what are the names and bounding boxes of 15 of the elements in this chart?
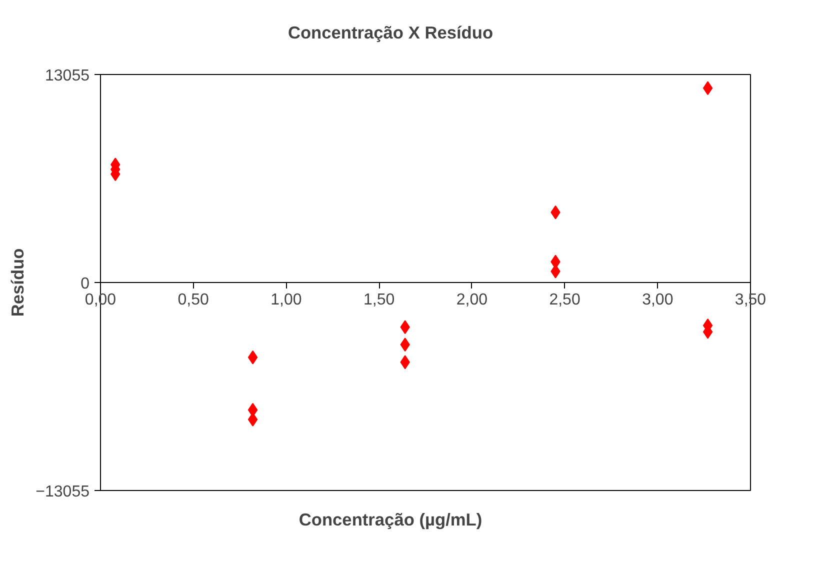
x-axis-title: Concentração (µg/mL) <box>298 510 482 530</box>
y-axis-title: Resíduo <box>8 248 28 317</box>
x-tick-label: 0,50 <box>178 292 210 308</box>
x-tick-label: 1,00 <box>270 292 302 308</box>
y-tick-label: −13055 <box>36 484 90 500</box>
x-tick-label: 2,00 <box>456 292 488 308</box>
chart-title: Concentração X Resíduo <box>288 22 494 42</box>
y-tick-label: 0 <box>80 276 90 292</box>
point <box>702 81 713 96</box>
y-tick-label: 13055 <box>45 68 90 84</box>
x-tick-label: 2,50 <box>549 292 580 308</box>
point <box>248 412 258 427</box>
x-tick-label: 1,50 <box>364 292 395 308</box>
x-tick-label: 3,00 <box>642 292 674 308</box>
point <box>248 350 258 364</box>
